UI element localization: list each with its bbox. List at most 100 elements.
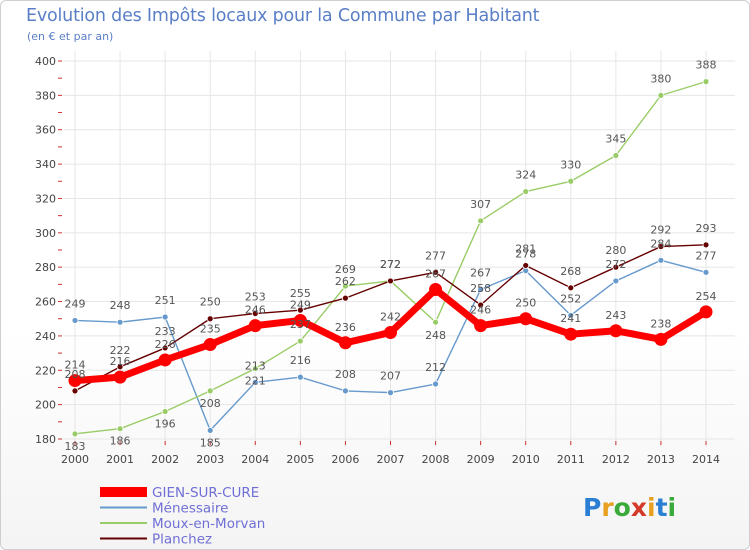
data-label: 248 <box>425 329 446 342</box>
data-point <box>116 425 124 433</box>
data-label: 293 <box>696 222 717 235</box>
data-label: 277 <box>696 249 717 262</box>
x-tick-label: 2007 <box>377 453 405 466</box>
data-label: 267 <box>470 267 491 280</box>
y-tick-label: 400 <box>35 55 56 68</box>
y-tick-label: 280 <box>35 261 56 274</box>
data-point <box>522 262 530 269</box>
data-label: 330 <box>560 158 581 171</box>
data-point <box>519 312 533 326</box>
data-label: 284 <box>650 237 671 250</box>
data-point <box>612 263 620 271</box>
y-tick-label: 360 <box>35 124 56 137</box>
x-tick-label: 2006 <box>331 453 359 466</box>
data-label: 250 <box>200 296 221 309</box>
legend-label: Ménessaire <box>152 501 228 517</box>
data-point <box>206 427 214 434</box>
data-label: 214 <box>65 359 86 372</box>
y-tick-label: 260 <box>35 296 56 309</box>
data-point <box>206 387 214 395</box>
data-label: 388 <box>696 59 717 72</box>
data-label: 272 <box>380 258 401 271</box>
data-point <box>432 318 439 326</box>
data-point <box>654 332 668 346</box>
data-point <box>474 319 488 333</box>
data-point <box>342 387 349 395</box>
data-label: 272 <box>605 258 626 271</box>
data-label: 262 <box>335 275 356 288</box>
x-tick-label: 2001 <box>106 453 134 466</box>
data-label: 380 <box>650 72 671 85</box>
data-label: 324 <box>515 169 536 182</box>
data-label: 242 <box>380 310 401 323</box>
x-tick-label: 2002 <box>151 453 179 466</box>
data-label: 258 <box>470 282 491 295</box>
y-tick-label: 200 <box>35 399 56 412</box>
x-tick-label: 2005 <box>286 453 314 466</box>
x-tick-label: 2004 <box>241 453 269 466</box>
legend-label: GIEN-SUR-CURE <box>152 485 259 501</box>
data-label: 249 <box>65 297 86 310</box>
x-tick-label: 2003 <box>196 453 224 466</box>
y-tick-label: 220 <box>35 364 56 377</box>
data-point <box>161 344 169 352</box>
data-label: 280 <box>605 244 626 257</box>
data-label: 253 <box>245 291 266 304</box>
data-point <box>702 268 710 276</box>
data-label: 216 <box>110 355 131 368</box>
data-label: 272 <box>380 258 401 271</box>
data-point <box>161 408 169 415</box>
data-point <box>657 243 665 250</box>
y-tick-label: 240 <box>35 330 56 343</box>
data-point <box>432 380 439 388</box>
data-label: 254 <box>696 290 717 303</box>
data-label: 238 <box>650 317 671 330</box>
data-label: 250 <box>515 297 536 310</box>
data-point <box>429 283 443 297</box>
data-point <box>71 317 79 324</box>
data-label: 186 <box>110 435 131 448</box>
x-tick-label: 2000 <box>61 453 89 466</box>
data-point <box>702 78 710 86</box>
data-label: 185 <box>200 436 221 449</box>
data-label: 278 <box>515 248 536 261</box>
data-label: 208 <box>65 368 86 381</box>
data-point <box>251 310 259 317</box>
data-label: 196 <box>155 418 176 431</box>
data-label: 216 <box>290 354 311 367</box>
data-point <box>251 378 259 386</box>
data-label: 246 <box>245 304 266 317</box>
legend-label: Planchez <box>152 532 212 548</box>
data-point <box>657 256 665 264</box>
data-point <box>477 217 485 225</box>
data-label: 237 <box>290 318 311 331</box>
data-label: 207 <box>380 370 401 383</box>
y-tick-label: 380 <box>35 89 56 102</box>
data-label: 241 <box>560 312 581 325</box>
data-label: 222 <box>110 344 131 357</box>
data-point <box>609 324 623 338</box>
data-label: 233 <box>155 325 176 338</box>
data-point <box>203 338 217 351</box>
legend: GIEN-SUR-CUREMénessaireMoux-en-MorvanPla… <box>100 485 265 548</box>
data-point <box>158 353 172 367</box>
data-point <box>296 337 304 345</box>
data-point <box>567 311 575 319</box>
data-label: 208 <box>200 397 221 410</box>
data-point <box>206 315 214 323</box>
data-point <box>342 282 349 290</box>
data-label: 281 <box>515 242 536 255</box>
data-point <box>657 91 665 99</box>
data-label: 267 <box>425 268 446 281</box>
data-label: 249 <box>290 298 311 311</box>
data-point <box>564 327 578 341</box>
data-label: 236 <box>335 321 356 334</box>
data-point <box>342 294 349 302</box>
data-label: 345 <box>605 133 626 146</box>
series-gien-sur-cure <box>68 283 713 388</box>
y-tick-label: 320 <box>35 192 56 205</box>
data-point <box>116 318 124 326</box>
data-point <box>477 301 485 309</box>
